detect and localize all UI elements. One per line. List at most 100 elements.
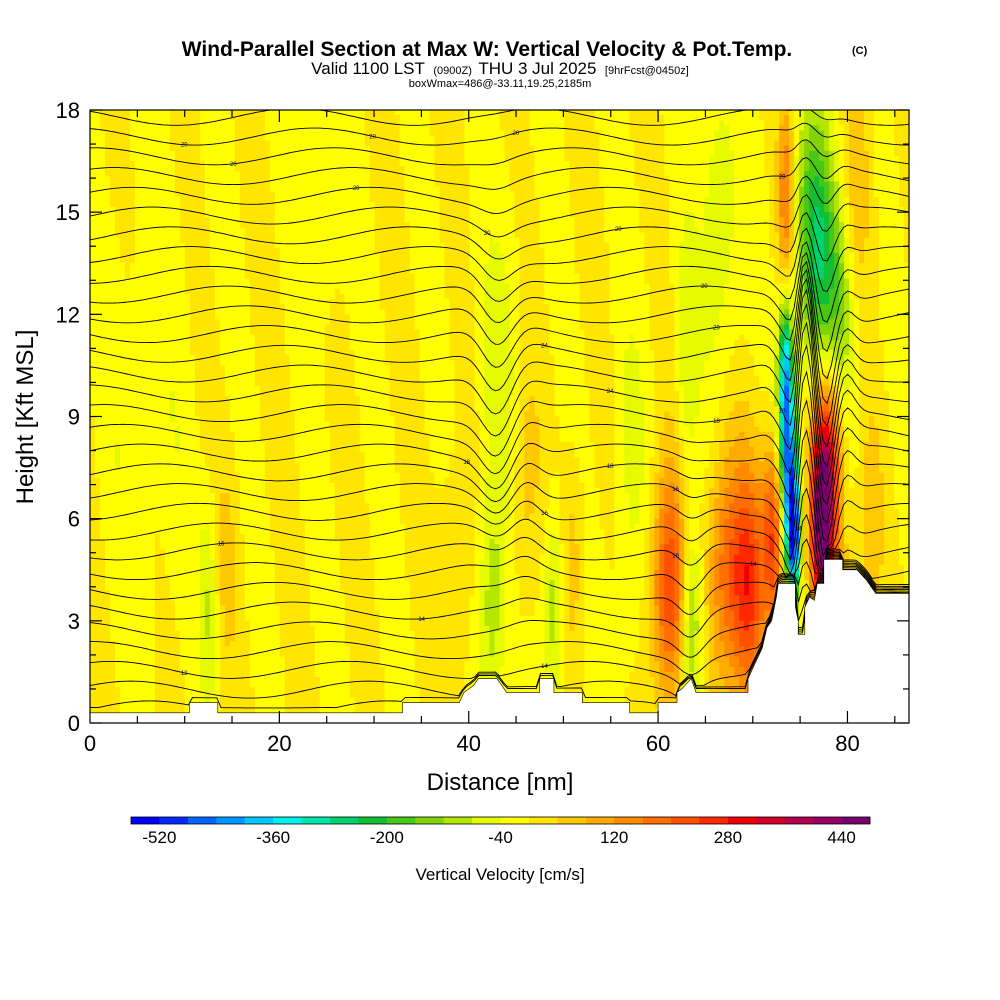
w-cell [849,115,865,121]
w-cell [274,585,311,591]
w-cell [479,431,491,438]
w-cell [199,595,206,601]
w-cell [509,493,516,499]
w-cell [764,508,770,515]
w-cell [839,186,845,193]
w-cell [779,390,785,397]
w-cell [399,155,436,162]
w-cell [509,181,536,188]
w-cell [794,201,800,208]
w-cell [364,120,401,126]
w-cell [614,421,625,428]
w-cell [779,186,790,193]
w-cell [854,207,870,213]
w-cell [799,574,805,581]
w-cell [764,166,775,172]
w-cell [719,631,730,637]
w-cell [454,380,476,387]
w-cell [794,385,800,392]
w-cell [664,610,675,617]
w-cell [839,253,845,259]
w-cell [684,416,695,423]
w-cell [209,590,216,596]
w-cell [824,268,835,275]
w-cell [299,488,336,494]
w-cell [134,242,186,249]
w-cell [799,247,805,254]
w-cell [664,641,675,647]
w-cell [599,498,615,504]
subtitle-forecast: [9hrFcst@0450z] [605,65,689,77]
w-cell [199,564,216,571]
w-cell [174,161,206,167]
w-cell [649,569,655,576]
w-cell [699,385,725,392]
w-cell [799,457,805,464]
w-cell [879,196,900,203]
w-cell [799,600,805,607]
w-cell [784,385,790,392]
w-cell [164,569,201,576]
w-cell [794,237,800,244]
w-cell [369,544,406,550]
w-cell [609,314,650,321]
w-cell [834,523,840,530]
w-cell [739,513,750,520]
w-cell [834,273,840,280]
w-cell [814,472,820,479]
w-cell [799,513,805,520]
w-cell [569,176,600,183]
w-cell [444,258,471,264]
w-cell [854,319,860,326]
w-cell [614,431,625,438]
w-cell [774,421,780,428]
w-cell [224,625,236,632]
w-cell [259,431,296,438]
w-cell [404,176,436,183]
w-cell [749,533,755,540]
w-cell [644,585,650,591]
w-cell [199,549,211,556]
w-cell [189,319,221,326]
w-cell [499,120,531,126]
w-cell [709,493,720,499]
w-cell [834,217,840,223]
w-cell [809,518,815,525]
w-cell [829,436,835,443]
w-cell [714,431,725,438]
w-cell [729,631,740,637]
w-cell [199,569,216,576]
w-cell [299,462,331,469]
w-cell [214,656,221,663]
w-cell [669,482,675,489]
w-cell [804,150,810,157]
w-cell [809,161,825,167]
w-cell [219,625,226,632]
w-cell [819,559,825,566]
w-cell [819,533,830,540]
w-cell [574,600,585,607]
w-cell [374,559,406,566]
w-cell [524,498,536,504]
w-cell [469,646,481,653]
w-cell [844,442,850,448]
w-cell [659,625,665,632]
w-cell [644,416,655,423]
w-cell [90,258,121,264]
w-cell [514,360,521,367]
w-cell [239,528,271,535]
w-cell [839,196,845,203]
w-cell [599,166,635,172]
w-cell [859,380,885,387]
w-cell [189,304,216,310]
w-cell [509,329,521,336]
w-cell [534,605,546,612]
w-cell [239,212,276,218]
w-cell [784,436,790,443]
w-cell [229,396,261,402]
w-cell [564,554,571,561]
w-cell [784,380,790,387]
w-cell [504,145,536,152]
w-cell [134,181,176,188]
w-cell [324,396,361,402]
